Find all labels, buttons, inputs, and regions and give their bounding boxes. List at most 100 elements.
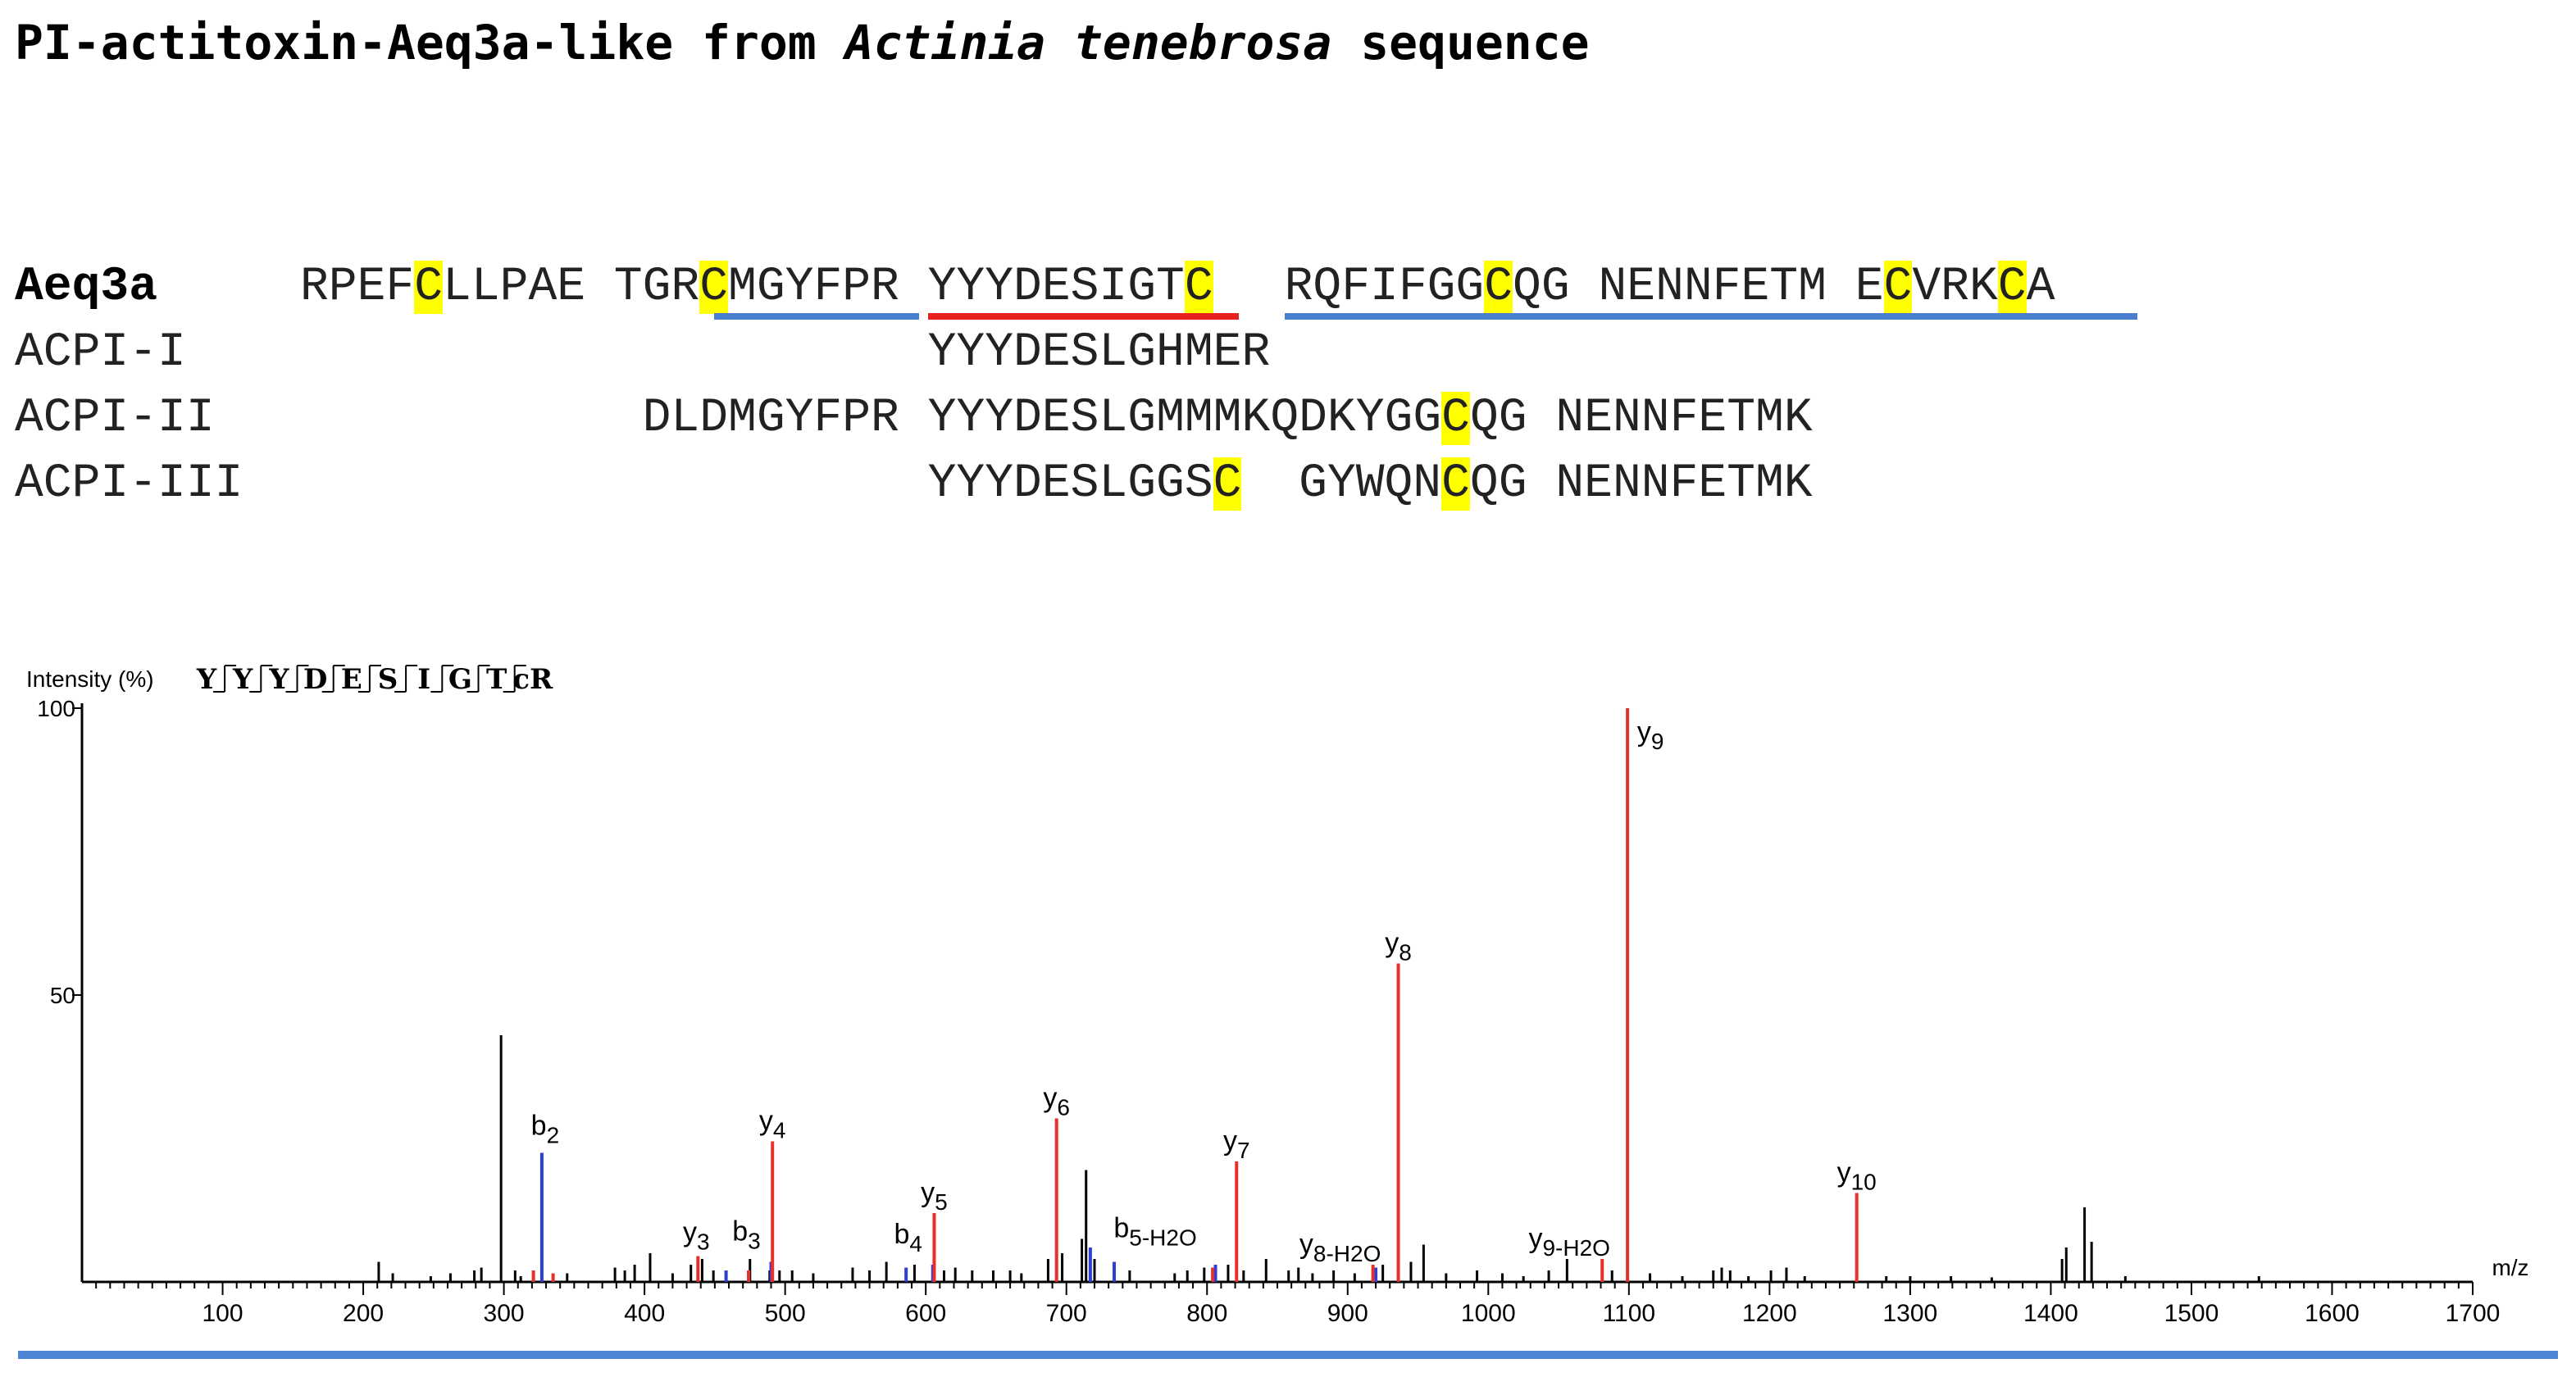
cysteine-highlight: C — [1441, 457, 1470, 511]
x-tick-label: 1600 — [2305, 1300, 2360, 1327]
cysteine-highlight: C — [1484, 261, 1513, 314]
x-tick-label: 800 — [1186, 1300, 1227, 1327]
sequence-segment: RPEFCLLPAE — [300, 261, 585, 314]
peptide-residue: S — [378, 663, 398, 696]
x-tick-label: 1100 — [1603, 1300, 1656, 1327]
peptide-residue: E — [341, 663, 362, 696]
peptide-residue: Y — [268, 663, 289, 696]
residue-run: GYWQN — [1241, 457, 1442, 511]
peak-label-b5-H2O: b5-H2O — [1113, 1213, 1196, 1251]
ion-type: b — [732, 1216, 748, 1247]
x-tick-label: 500 — [765, 1300, 806, 1327]
x-tick-label: 1000 — [1461, 1300, 1516, 1327]
peptide-residue: G — [448, 663, 472, 696]
peptide-underline-blue — [713, 313, 920, 320]
peptide-underline-blue — [1284, 313, 2138, 320]
peak-label-b4: b4 — [894, 1219, 923, 1257]
ion-index: 8-H2O — [1313, 1241, 1381, 1266]
x-tick-label: 1700 — [2446, 1300, 2501, 1327]
sequence-name: ACPI-I — [15, 326, 186, 379]
peak-label-y10: y10 — [1837, 1157, 1877, 1195]
x-tick-label: 900 — [1327, 1300, 1368, 1327]
ion-type: y — [1837, 1157, 1851, 1188]
sequence-segment: TGRCMGYFPR — [614, 261, 899, 314]
sequence-name: Aeq3a — [15, 261, 158, 314]
peptide-residue: Y — [232, 663, 253, 696]
ion-index: 2 — [547, 1123, 560, 1148]
residue-run: YYYDESIGT — [927, 261, 1185, 314]
sequence-name: ACPI-III — [15, 457, 243, 511]
ion-index: 7 — [1237, 1138, 1250, 1163]
x-tick-label: 1200 — [1742, 1300, 1797, 1327]
peptide-residue: cR — [512, 663, 553, 696]
peptide-residue: T — [486, 663, 507, 696]
ion-type: b — [1113, 1213, 1129, 1244]
y-tick-label: 100 — [37, 696, 75, 721]
ion-type: b — [531, 1111, 547, 1142]
sequence-segment: YYYDESLGGSC GYWQNCQG NENNFETMK — [928, 457, 1813, 511]
bottom-divider — [18, 1351, 2558, 1359]
ion-index: 5-H2O — [1129, 1225, 1196, 1251]
ion-index: 6 — [1057, 1095, 1070, 1120]
ion-type: y — [683, 1217, 697, 1248]
peptide-residue: Y — [196, 663, 217, 696]
ms-spectrum-chart: 100 200 300 400 500 600 700 800 900 1000 1100 1200 1… — [26, 663, 2529, 1327]
figure-title: PI-actitoxin-Aeq3a-like from Actinia ten… — [15, 15, 1590, 70]
ion-type: y — [1528, 1223, 1542, 1254]
peak-label-y3: y3 — [683, 1217, 710, 1255]
residue-run: DLDMGYFPR YYYDESLGMMMKQDKYGG — [642, 392, 1442, 445]
residue-run: LLPAE — [443, 261, 586, 314]
ion-type: y — [1637, 716, 1651, 748]
peak-label-b2: b2 — [531, 1111, 560, 1148]
x-tick-label: 300 — [484, 1300, 525, 1327]
cysteine-highlight: C — [1997, 261, 2027, 314]
ion-index: 10 — [1851, 1170, 1877, 1195]
peak-label-y9-H2O: y9-H2O — [1528, 1223, 1609, 1261]
cysteine-highlight: C — [1441, 392, 1470, 445]
peak-label-y4: y4 — [759, 1106, 786, 1143]
sequence-segment: YYYDESIGTC — [928, 261, 1213, 314]
ion-type: y — [921, 1177, 935, 1208]
ion-type: y — [1043, 1083, 1057, 1114]
ion-type: b — [894, 1219, 910, 1250]
residue-run: A — [2026, 261, 2055, 314]
ion-index: 3 — [748, 1229, 761, 1254]
ion-type: y — [1223, 1125, 1237, 1157]
x-tick-label: 200 — [343, 1300, 384, 1327]
x-tick-label: 100 — [202, 1300, 243, 1327]
sequence-segment: RQFIFGGCQG NENNFETM ECVRKCA — [1285, 261, 2055, 314]
x-tick-label: 600 — [905, 1300, 946, 1327]
y-axis-label: Intensity (%) — [26, 666, 154, 692]
peak-label-b3: b3 — [732, 1216, 761, 1254]
peak-label-y6: y6 — [1043, 1083, 1070, 1120]
peptide-underline-red — [927, 313, 1239, 320]
residue-run: RPEF — [300, 261, 415, 314]
x-tick-label: 400 — [624, 1300, 665, 1327]
y-tick-label: 50 — [50, 983, 75, 1008]
ion-index: 4 — [909, 1231, 922, 1257]
x-tick-label: 1400 — [2023, 1300, 2078, 1327]
peptide-residue: D — [303, 663, 327, 696]
residue-run: QG NENNFETMK — [1469, 392, 1813, 445]
cysteine-highlight: C — [1213, 457, 1242, 511]
residue-run: VRK — [1912, 261, 1998, 314]
ion-type: y — [759, 1106, 773, 1137]
title-suffix: sequence — [1331, 15, 1590, 70]
peak-label-y7: y7 — [1223, 1125, 1250, 1163]
x-tick-label: 700 — [1046, 1300, 1087, 1327]
peptide-residue: I — [417, 663, 430, 696]
cysteine-highlight: C — [699, 261, 729, 314]
ion-index: 5 — [935, 1189, 948, 1215]
residue-run: RQFIFGG — [1284, 261, 1485, 314]
sequence-segment: DLDMGYFPR YYYDESLGMMMKQDKYGGCQG NENNFETM… — [643, 392, 1813, 445]
cysteine-highlight: C — [1184, 261, 1213, 314]
ion-type: y — [1299, 1229, 1313, 1260]
residue-run: TGR — [613, 261, 700, 314]
residue-run: MGYFPR — [728, 261, 899, 314]
x-axis-label: m/z — [2492, 1255, 2528, 1280]
sequence-name: ACPI-II — [15, 392, 215, 445]
residue-run: YYYDESLGGS — [927, 457, 1213, 511]
ion-index: 9-H2O — [1542, 1235, 1609, 1261]
peak-label-y5: y5 — [921, 1177, 948, 1215]
ion-type: y — [1385, 928, 1399, 959]
